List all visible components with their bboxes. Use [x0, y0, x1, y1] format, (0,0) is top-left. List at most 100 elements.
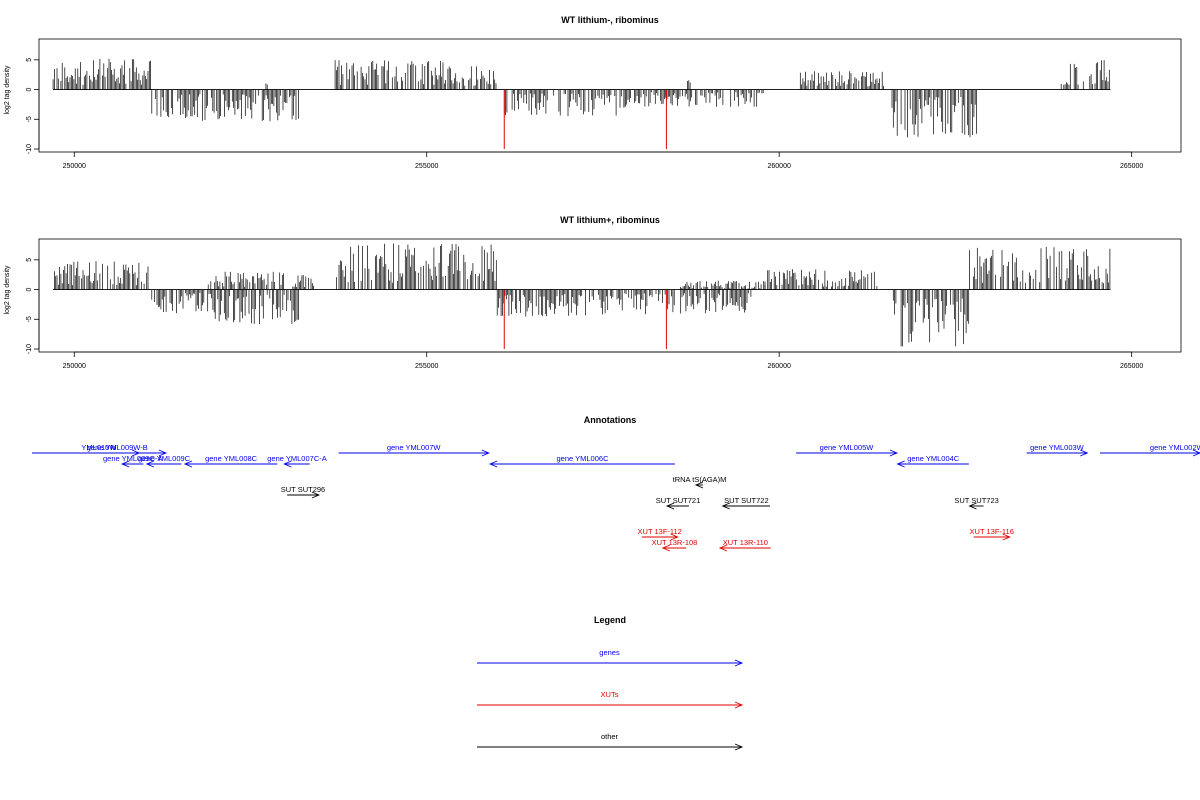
legend-label: genes — [599, 648, 620, 657]
annotation-label: gene YML009W-B — [87, 443, 148, 452]
annotation-arrow — [641, 533, 679, 541]
y-tick-label: 5 — [26, 258, 33, 262]
annotation-arrow — [694, 481, 704, 489]
annotation-label: gene YML007C-A — [267, 454, 326, 463]
track-panel-lithium-minus: WT lithium-, ribominus log2 tag density … — [4, 15, 1182, 170]
highlight-spikes — [503, 289, 667, 350]
annotation-label: gene YML002W — [1150, 443, 1200, 452]
legend-item: XUTs — [477, 690, 744, 709]
annotation-arrow — [661, 544, 687, 552]
x-tick-label: 265000 — [1120, 163, 1143, 170]
annotation-feature: gene YML009C-A — [103, 454, 162, 468]
annotation-arrow — [1026, 449, 1089, 457]
annotation-feature: SUT SUT296 — [281, 485, 325, 499]
annotation-feature: XUT 13F-116 — [970, 527, 1014, 541]
legend-label: other — [601, 732, 619, 741]
y-axis: 5 0 -5 -10 — [26, 58, 40, 154]
y-axis-label: log2 tag density — [4, 65, 11, 115]
annotation-feature: SUT SUT723 — [954, 496, 999, 510]
annotation-label: gene YML003W — [1030, 443, 1085, 452]
annotation-arrow — [721, 502, 771, 510]
legend-item: genes — [477, 648, 744, 667]
annotation-arrow — [489, 460, 675, 468]
annotation-arrow — [796, 449, 899, 457]
annotation-feature: gene YML007C-A — [267, 454, 327, 468]
x-tick-label: 250000 — [63, 363, 86, 370]
y-tick-label: -10 — [26, 344, 33, 354]
annotation-feature: gene YML007W — [338, 443, 490, 457]
x-axis: 250000 255000 260000 265000 — [63, 151, 1143, 170]
x-axis: 250000 255000 260000 265000 — [63, 351, 1143, 370]
annotation-label: XUT 13F-112 — [638, 527, 682, 536]
annotation-arrow — [973, 533, 1011, 541]
annotation-label: gene YML007W — [387, 443, 442, 452]
annotation-feature: SUT SUT721 — [656, 496, 700, 510]
annotation-label: SUT SUT723 — [954, 496, 998, 505]
annotation-arrow — [968, 502, 984, 510]
annotation-feature: SUT SUT722 — [721, 496, 771, 510]
annotation-arrow — [121, 460, 144, 468]
annotation-arrow — [95, 449, 141, 457]
y-tick-label: 5 — [26, 58, 33, 62]
annotation-arrow — [283, 460, 310, 468]
highlight-spikes — [503, 89, 667, 150]
annotation-arrow — [665, 502, 689, 510]
annotation-label: SUT SUT721 — [656, 496, 700, 505]
annotation-arrow — [718, 544, 771, 552]
density-bars — [54, 243, 1111, 347]
y-tick-label: -5 — [26, 316, 33, 322]
x-tick-label: 265000 — [1120, 363, 1143, 370]
annotation-arrow — [287, 491, 321, 499]
annotation-arrow — [183, 460, 278, 468]
legend-item: other — [477, 732, 744, 751]
x-tick-label: 260000 — [768, 163, 791, 170]
annotation-arrow — [338, 449, 490, 457]
annotation-arrow — [1099, 449, 1200, 457]
annotation-feature: gene YML008C — [183, 454, 278, 468]
annotation-label: gene YML005W — [820, 443, 875, 452]
density-bars — [52, 58, 1110, 138]
legend-arrow — [477, 743, 744, 751]
annotation-feature: gene YML009C — [138, 454, 191, 468]
annotation-feature: gene YML005W — [796, 443, 899, 457]
x-tick-label: 250000 — [63, 163, 86, 170]
annotation-feature: gene YML009W-B — [87, 443, 148, 457]
x-tick-label: 260000 — [768, 363, 791, 370]
annotation-feature: XUT 13R-108 — [652, 538, 698, 552]
annotation-label: gene YML008C — [205, 454, 258, 463]
track-title: WT lithium-, ribominus — [561, 15, 659, 25]
x-tick-label: 255000 — [415, 163, 438, 170]
y-tick-label: -5 — [26, 116, 33, 122]
annotation-feature: XUT 13F-112 — [638, 527, 682, 541]
annotations-title: Annotations — [584, 415, 637, 425]
y-tick-label: -10 — [26, 144, 33, 154]
plot-frame — [38, 38, 1182, 153]
annotation-feature: XUT 13R-110 — [718, 538, 771, 552]
y-axis-label: log2 tag density — [4, 265, 11, 315]
annotation-feature: gene YML003W — [1026, 443, 1089, 457]
annotation-label: XUT 13R-110 — [723, 538, 768, 547]
annotation-label: YML010W — [81, 443, 117, 452]
y-tick-label: 0 — [26, 88, 33, 92]
annotation-feature: gene YML004C — [896, 454, 969, 468]
legend-items: genes XUTs other — [477, 648, 744, 751]
x-tick-label: 255000 — [415, 363, 438, 370]
legend-label: XUTs — [601, 690, 619, 699]
annotation-label: SUT SUT296 — [281, 485, 325, 494]
track-panel-lithium-plus: WT lithium+, ribominus log2 tag density … — [4, 215, 1182, 370]
y-axis: 5 0 -5 -10 — [26, 258, 40, 354]
annotation-label: XUT 13R-108 — [652, 538, 698, 547]
annotation-label: tRNA tS(AGA)M — [673, 475, 727, 484]
annotation-label: SUT SUT722 — [724, 496, 768, 505]
legend: Legend genes XUTs other — [477, 615, 744, 751]
track-title: WT lithium+, ribominus — [560, 215, 660, 225]
annotation-feature: gene YML006C — [489, 454, 675, 468]
annotation-arrow — [896, 460, 969, 468]
annotation-feature: gene YML002W — [1099, 443, 1200, 457]
annotation-arrow — [145, 460, 182, 468]
annotation-label: XUT 13F-116 — [970, 527, 1014, 536]
annotation-feature: tRNA tS(AGA)M — [673, 475, 727, 489]
annotation-label: gene YML009C-A — [103, 454, 162, 463]
